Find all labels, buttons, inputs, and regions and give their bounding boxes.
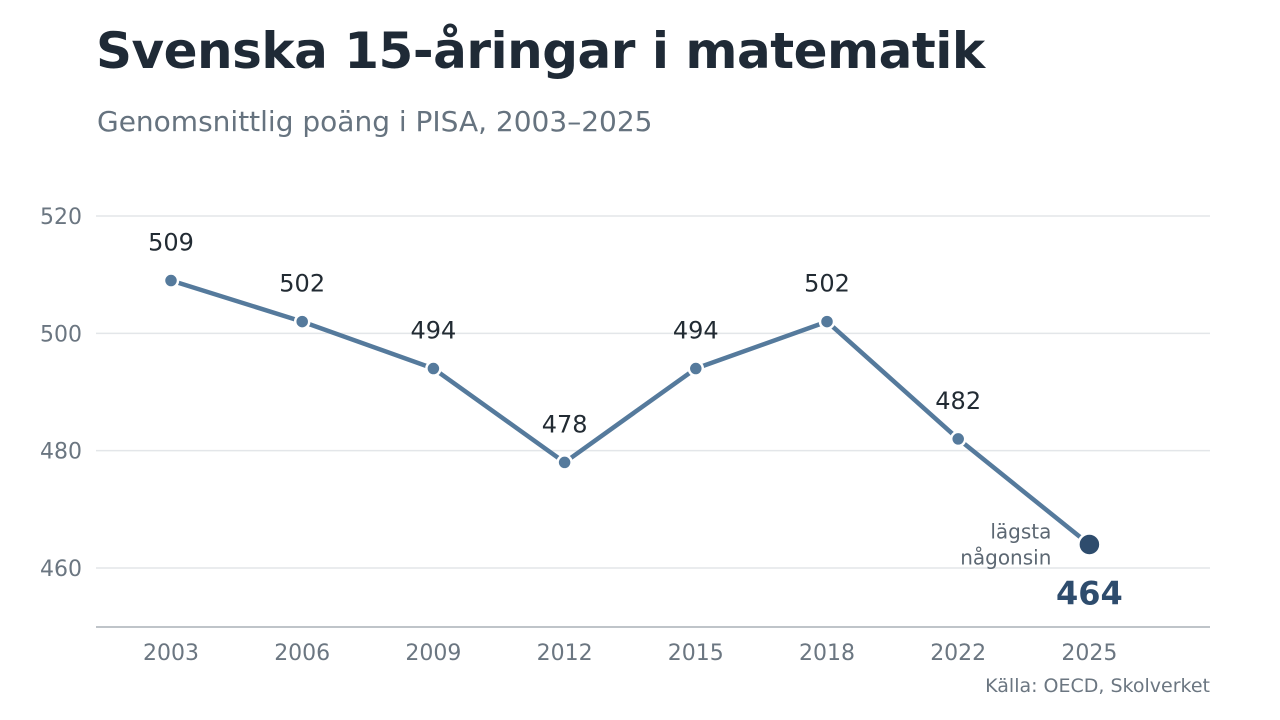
data-point <box>949 430 967 448</box>
x-tick-label: 2003 <box>143 641 199 666</box>
y-tick-label: 480 <box>40 440 82 465</box>
source-note: Källa: OECD, Skolverket <box>985 675 1210 697</box>
data-label: 502 <box>279 270 325 298</box>
y-tick-label: 520 <box>40 205 82 230</box>
data-point <box>556 454 573 471</box>
data-points <box>162 272 1102 557</box>
data-label: 494 <box>410 317 456 345</box>
x-tick-label: 2006 <box>274 641 330 666</box>
x-tick-label: 2018 <box>799 641 855 666</box>
chart-subtitle: Genomsnittlig poäng i PISA, 2003–2025 <box>97 105 653 138</box>
data-label: 482 <box>935 387 981 415</box>
x-axis-ticks: 2003 2006 2009 2012 2015 2018 2022 2025 <box>143 641 1117 666</box>
data-point <box>293 313 311 330</box>
y-tick-label: 460 <box>40 557 82 582</box>
data-point <box>162 272 180 289</box>
data-label: 509 <box>148 229 194 257</box>
data-label: 478 <box>542 410 588 438</box>
x-tick-label: 2009 <box>405 641 461 666</box>
chart-title: Svenska 15-åringar i matematik <box>96 22 985 80</box>
x-tick-label: 2015 <box>668 641 724 666</box>
data-point-highlight <box>1077 532 1102 557</box>
y-axis-ticks: 460 480 500 520 <box>40 205 82 582</box>
x-tick-label: 2022 <box>930 641 986 666</box>
gridlines <box>96 215 1210 569</box>
annotation-text: någonsin <box>960 546 1051 570</box>
data-labels: 509 502 494 478 494 502 482 464 <box>148 229 1123 613</box>
data-label-highlight: 464 <box>1056 575 1123 613</box>
annotation-text: lägsta <box>990 520 1051 544</box>
data-point <box>425 360 442 377</box>
data-label: 494 <box>673 317 719 345</box>
x-tick-label: 2025 <box>1061 641 1117 666</box>
data-point <box>818 313 836 330</box>
data-label: 502 <box>804 270 850 298</box>
x-tick-label: 2012 <box>537 641 593 666</box>
series-line <box>168 278 1092 547</box>
y-tick-label: 500 <box>40 322 82 347</box>
data-point <box>687 360 705 377</box>
